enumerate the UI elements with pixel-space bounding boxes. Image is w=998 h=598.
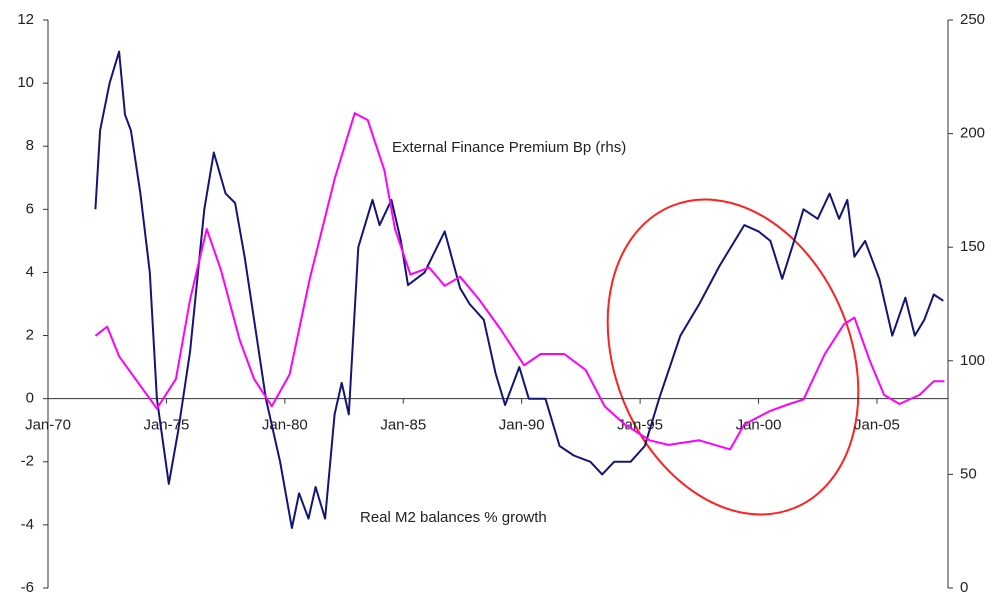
y2-tick-label: 150	[960, 238, 985, 255]
y-tick-label: 4	[26, 263, 34, 280]
y-tick-label: -6	[21, 579, 34, 596]
y-tick-label: -2	[21, 453, 34, 470]
series-label: External Finance Premium Bp (rhs)	[392, 139, 626, 156]
x-tick-label: Jan-00	[736, 417, 782, 434]
x-tick-label: Jan-85	[380, 417, 426, 434]
y-tick-label: 12	[17, 11, 34, 28]
y-tick-label: 6	[26, 200, 34, 217]
y-tick-label: 8	[26, 137, 34, 154]
x-tick-label: Jan-90	[499, 417, 545, 434]
y2-tick-label: 200	[960, 125, 985, 142]
x-tick-label: Jan-70	[25, 417, 71, 434]
x-tick-label: Jan-80	[262, 417, 308, 434]
series-label: Real M2 balances % growth	[360, 509, 547, 526]
y-tick-label: -4	[21, 516, 34, 533]
y2-tick-label: 50	[960, 465, 977, 482]
y-tick-label: 10	[17, 74, 34, 91]
highlight-ellipse	[606, 198, 860, 516]
y-tick-label: 2	[26, 327, 34, 344]
y2-tick-label: 100	[960, 352, 985, 369]
series-line	[94, 112, 945, 451]
y2-tick-label: 0	[960, 579, 968, 596]
x-tick-label: Jan-05	[854, 417, 900, 434]
y-tick-label: 0	[26, 390, 34, 407]
y2-tick-label: 250	[960, 11, 985, 28]
x-tick-label: Jan-75	[143, 417, 189, 434]
series-line	[94, 50, 944, 529]
